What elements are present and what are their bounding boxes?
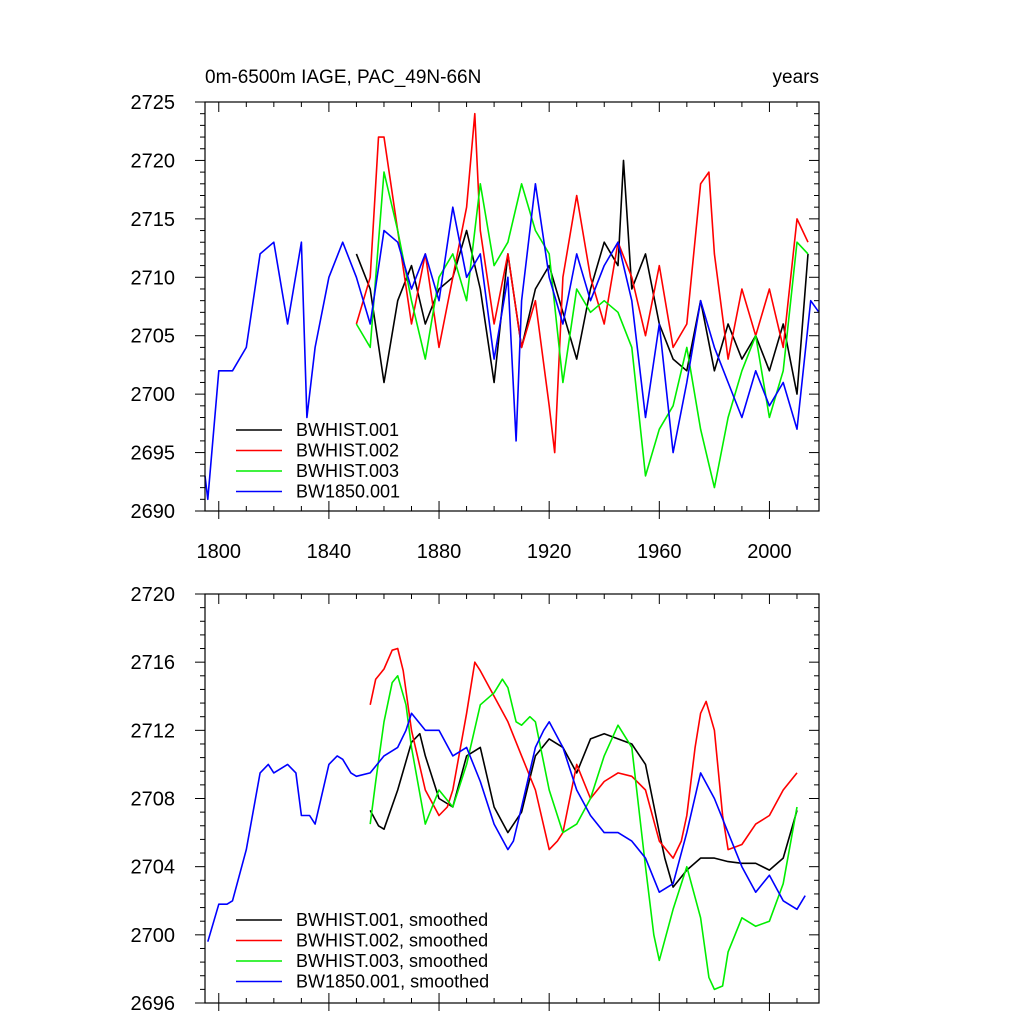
y-tick-label: 2715 <box>131 209 176 231</box>
legend-label: BWHIST.001 <box>296 420 399 440</box>
series-line-bwhist-003-smoothed <box>369 674 798 991</box>
x-tick-label: 2000 <box>747 541 792 563</box>
y-tick-label: 2700 <box>131 384 176 406</box>
upper-panel-title: 0m-6500m IAGE, PAC_49N-66N <box>205 67 481 88</box>
y-tick-label: 2704 <box>131 857 176 879</box>
upper-panel: 0m-6500m IAGE, PAC_49N-66N years 1800 184… <box>131 67 820 563</box>
x-tick-label: 1800 <box>197 541 242 563</box>
series-line-bwhist-002-smoothed <box>369 647 798 859</box>
x-tick-label: 1840 <box>307 541 352 563</box>
y-tick-label: 2708 <box>131 789 176 811</box>
legend-label: BWHIST.001, smoothed <box>296 910 488 930</box>
y-tick-label: 2712 <box>131 720 176 742</box>
series-line-bwhist-001 <box>355 159 809 395</box>
upper-plot-frame <box>204 101 820 512</box>
x-tick-label: 1960 <box>637 541 682 563</box>
lower-panel: 2696 2700 2704 2708 2712 2716 2720 BWHIST.001,… <box>131 584 820 1015</box>
legend-label: BW1850.001 <box>296 482 400 502</box>
series-line-bwhist-002 <box>355 112 809 454</box>
legend-label: BWHIST.002 <box>296 441 399 461</box>
y-tick-label: 2696 <box>131 993 176 1015</box>
legend-label: BWHIST.002, smoothed <box>296 931 488 951</box>
x-tick-label: 1920 <box>527 541 572 563</box>
y-tick-label: 2705 <box>131 326 176 348</box>
y-tick-label: 2690 <box>131 501 176 523</box>
series-line-bw1850-001 <box>204 183 820 501</box>
series-line-bwhist-001-smoothed <box>369 732 798 888</box>
y-tick-label: 2695 <box>131 443 176 465</box>
upper-panel-units: years <box>773 67 819 88</box>
y-tick-label: 2720 <box>131 150 176 172</box>
y-tick-label: 2710 <box>131 267 176 289</box>
y-tick-label: 2700 <box>131 925 176 947</box>
y-tick-label: 2725 <box>131 92 176 114</box>
x-tick-label: 1880 <box>417 541 462 563</box>
legend-label: BWHIST.003 <box>296 461 399 481</box>
legend-label: BW1850.001, smoothed <box>296 972 489 992</box>
legend-label: BWHIST.003, smoothed <box>296 951 488 971</box>
series-line-bwhist-003 <box>355 171 809 489</box>
series-line-bw1850-001-smoothed <box>207 712 806 942</box>
y-tick-label: 2720 <box>131 584 176 606</box>
y-tick-label: 2716 <box>131 652 176 674</box>
